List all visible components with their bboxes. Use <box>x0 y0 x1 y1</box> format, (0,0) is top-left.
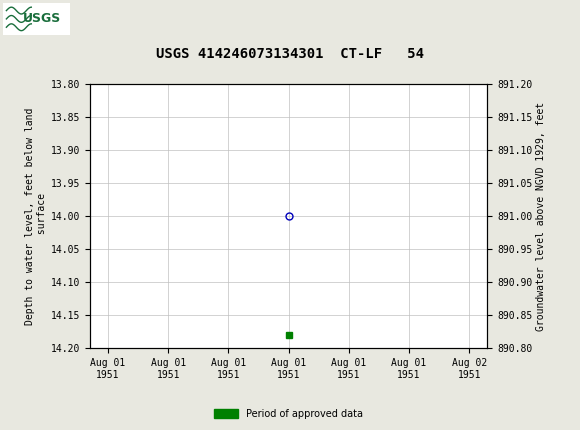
Text: USGS 414246073134301  CT-LF   54: USGS 414246073134301 CT-LF 54 <box>156 47 424 61</box>
Text: USGS: USGS <box>23 12 61 25</box>
Y-axis label: Groundwater level above NGVD 1929, feet: Groundwater level above NGVD 1929, feet <box>536 101 546 331</box>
Legend: Period of approved data: Period of approved data <box>210 405 367 423</box>
Y-axis label: Depth to water level, feet below land
 surface: Depth to water level, feet below land su… <box>25 108 46 325</box>
Bar <box>3 3 70 35</box>
